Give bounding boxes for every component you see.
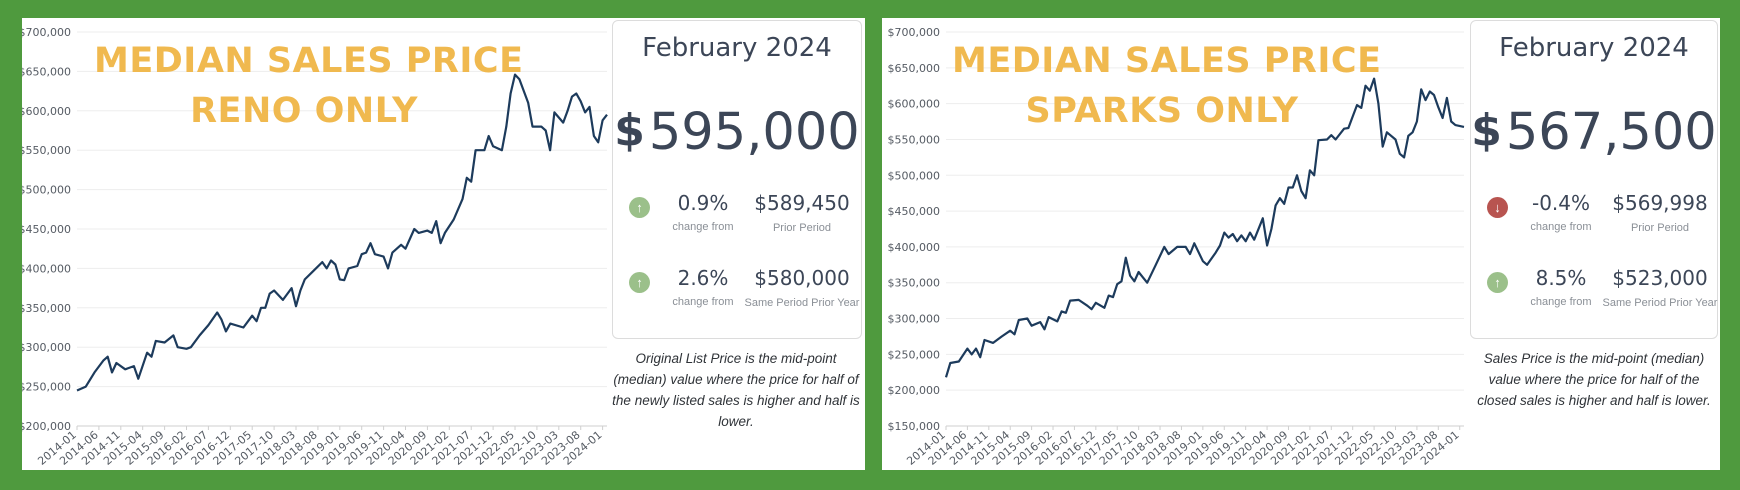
y-tick-label: $600,000 xyxy=(888,98,941,111)
y-tick-label: $350,000 xyxy=(22,302,71,315)
y-tick-label: $200,000 xyxy=(888,384,941,397)
change-percent: 0.9% xyxy=(677,191,729,215)
y-tick-label: $450,000 xyxy=(888,205,941,218)
price-amount: 567,500 xyxy=(1505,103,1717,162)
arrow-down-icon: ↓ xyxy=(1487,197,1508,218)
arrow-up-icon: ↑ xyxy=(629,272,650,293)
y-tick-label: $250,000 xyxy=(22,381,71,394)
currency-symbol: $ xyxy=(614,105,645,156)
median-price-line xyxy=(944,77,1465,378)
prior-year-label: Same Period Prior Year xyxy=(1602,297,1718,309)
prior-year-label: Same Period Prior Year xyxy=(744,297,860,309)
y-tick-label: $600,000 xyxy=(22,105,71,118)
chart-title-line2: RENO ONLY xyxy=(190,91,418,131)
y-tick-label: $550,000 xyxy=(22,144,71,157)
sparks-panel: $150,000 $200,000 $250,000 $300,000 $350,000… xyxy=(882,18,1720,470)
stat-prior-year: ↑ 2.6% change from $580,000 Same Period … xyxy=(613,266,861,326)
chart-title-line2: SPARKS ONLY xyxy=(1025,91,1299,131)
y-tick-label: $650,000 xyxy=(888,62,941,75)
median-price: $567,500 xyxy=(1471,103,1717,162)
arrow-up-icon: ↑ xyxy=(629,197,650,218)
stats-card: February 2024 $595,000 ↑ 0.9% change fro… xyxy=(612,20,862,339)
prior-label: Prior Period xyxy=(1630,222,1690,234)
y-tick-label: $350,000 xyxy=(888,277,941,290)
chart-title-line1: MEDIAN SALES PRICE xyxy=(952,41,1382,81)
median-price-line xyxy=(76,73,608,392)
stat-prior-year: ↑ 8.5% change from $523,000 Same Period … xyxy=(1471,266,1717,326)
description: Sales Price is the mid-point (median) va… xyxy=(1477,351,1711,408)
prior-value: $569,998 xyxy=(1612,191,1708,215)
y-tick-label: $500,000 xyxy=(888,169,941,182)
currency-symbol: $ xyxy=(1471,105,1502,156)
y-tick-label: $700,000 xyxy=(888,26,941,39)
y-tick-label: $700,000 xyxy=(22,26,71,39)
y-tick-label: $200,000 xyxy=(22,420,71,433)
arrow-up-icon: ↑ xyxy=(1487,272,1508,293)
prior-year-value: $523,000 xyxy=(1612,266,1708,290)
y-tick-label: $550,000 xyxy=(888,133,941,146)
card-date: February 2024 xyxy=(1499,33,1689,63)
y-tick-label: $450,000 xyxy=(22,223,71,236)
change-label: change from xyxy=(672,296,734,308)
change-label: change from xyxy=(1530,221,1592,233)
chart-title: MEDIAN SALES PRICE RENO ONLY xyxy=(94,36,524,136)
stat-prior-period: ↓ -0.4% change from $569,998 Prior Perio… xyxy=(1471,191,1717,251)
prior-value: $589,450 xyxy=(754,191,850,215)
chart-title-line1: MEDIAN SALES PRICE xyxy=(94,41,524,81)
reno-median-price-chart: $200,000 $250,000 $300,000 $350,000 $400,000… xyxy=(22,26,608,468)
prior-year-value: $580,000 xyxy=(754,266,850,290)
reno-panel: $200,000 $250,000 $300,000 $350,000 $400,000… xyxy=(22,18,865,470)
change-percent: -0.4% xyxy=(1531,191,1591,215)
y-tick-label: $650,000 xyxy=(22,65,71,78)
y-tick-label: $400,000 xyxy=(888,241,941,254)
stat-prior-period: ↑ 0.9% change from $589,450 Prior Period xyxy=(613,191,861,251)
chart-title: MEDIAN SALES PRICE SPARKS ONLY xyxy=(952,36,1382,136)
change-percent: 8.5% xyxy=(1535,266,1587,290)
prior-label: Prior Period xyxy=(772,222,832,234)
y-tick-label: $300,000 xyxy=(22,341,71,354)
change-label: change from xyxy=(672,221,734,233)
y-tick-label: $300,000 xyxy=(888,313,941,326)
median-price: $595,000 xyxy=(613,103,861,162)
y-tick-label: $250,000 xyxy=(888,348,941,361)
stats-card: February 2024 $567,500 ↓ -0.4% change fr… xyxy=(1470,20,1718,339)
y-tick-label: $500,000 xyxy=(22,184,71,197)
y-tick-label: $400,000 xyxy=(22,262,71,275)
change-label: change from xyxy=(1530,296,1592,308)
sparks-median-price-chart: $150,000 $200,000 $250,000 $300,000 $350,000… xyxy=(888,26,1465,468)
change-percent: 2.6% xyxy=(677,266,729,290)
y-tick-label: $150,000 xyxy=(888,420,941,433)
price-amount: 595,000 xyxy=(648,103,860,162)
description: Original List Price is the mid-point (me… xyxy=(612,351,860,429)
card-date: February 2024 xyxy=(642,33,832,63)
